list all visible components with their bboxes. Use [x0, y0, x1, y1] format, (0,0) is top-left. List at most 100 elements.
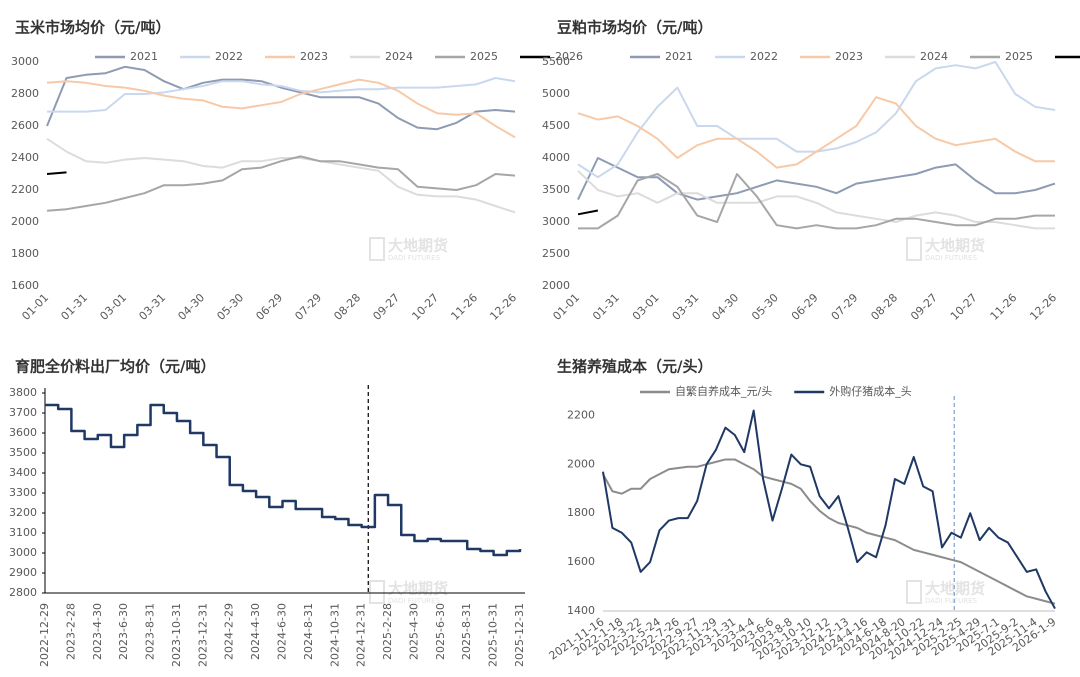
x-tick-label: 08-28 — [868, 291, 900, 323]
x-tick-label: 10-27 — [948, 291, 980, 323]
y-tick-label: 1600 — [11, 279, 39, 292]
x-tick-label: 2024-12-31 — [355, 603, 368, 667]
y-tick-label: 3100 — [9, 526, 37, 539]
x-tick-label: 05-30 — [749, 291, 781, 323]
y-tick-label: 1600 — [567, 555, 595, 568]
x-tick-label: 07-29 — [829, 291, 861, 323]
legend-label: 2023 — [300, 50, 328, 63]
series-line — [45, 403, 522, 557]
watermark-sub: DADI FUTURES — [925, 254, 978, 262]
x-tick-label: 01-31 — [590, 291, 622, 323]
chart-title: 豆粕市场均价（元/吨） — [557, 19, 712, 37]
y-tick-label: 5500 — [542, 55, 570, 68]
x-tick-label: 2023-4-30 — [91, 603, 104, 660]
y-tick-label: 3000 — [9, 546, 37, 559]
legend-label: 外购仔猪成本_头 — [829, 384, 912, 398]
legend-label: 2022 — [750, 50, 778, 63]
x-tick-label: 01-01 — [550, 291, 582, 323]
watermark-sub: DADI FUTURES — [388, 254, 441, 262]
series-line — [46, 155, 516, 212]
watermark: 大地期货 — [925, 237, 985, 255]
y-tick-label: 4000 — [542, 151, 570, 164]
y-tick-label: 3300 — [9, 486, 37, 499]
x-tick-label: 2025-8-31 — [460, 603, 473, 660]
y-tick-label: 4500 — [542, 119, 570, 132]
y-tick-label: 2600 — [11, 119, 39, 132]
y-tick-label: 3700 — [9, 406, 37, 419]
series-line — [602, 458, 1056, 605]
legend-label: 2024 — [920, 50, 948, 63]
y-tick-label: 3500 — [9, 446, 37, 459]
series-line — [577, 61, 1056, 179]
x-tick-label: 10-27 — [409, 291, 441, 323]
x-tick-label: 08-28 — [331, 291, 363, 323]
x-tick-label: 2025-6-30 — [434, 603, 447, 660]
x-tick-label: 2024-8-31 — [302, 603, 315, 660]
watermark: 大地期货 — [388, 580, 448, 598]
x-tick-label: 04-30 — [175, 291, 207, 323]
legend-label: 2024 — [385, 50, 413, 63]
x-tick-label: 06-29 — [789, 291, 821, 323]
y-tick-label: 1800 — [567, 506, 595, 519]
x-tick-label: 2023-12-31 — [196, 603, 209, 667]
x-tick-label: 2022-12-29 — [38, 603, 51, 667]
series-line — [46, 137, 516, 214]
legend-label: 2022 — [215, 50, 243, 63]
legend-label: 自繁自养成本_元/头 — [675, 384, 772, 398]
y-tick-label: 2000 — [542, 279, 570, 292]
y-tick-label: 2200 — [11, 183, 39, 196]
x-tick-label: 2024-10-31 — [328, 603, 341, 667]
y-tick-label: 3400 — [9, 466, 37, 479]
watermark: 大地期货 — [388, 237, 448, 255]
x-tick-label: 2025-12-31 — [513, 603, 526, 667]
x-tick-label: 2024-6-30 — [276, 603, 289, 660]
x-tick-label: 07-29 — [292, 291, 324, 323]
y-tick-label: 2500 — [542, 247, 570, 260]
x-tick-label: 06-29 — [253, 291, 285, 323]
x-tick-label: 01-01 — [19, 291, 51, 323]
series-line — [577, 209, 599, 216]
y-tick-label: 2200 — [567, 408, 595, 421]
y-tick-label: 3600 — [9, 426, 37, 439]
y-tick-label: 2900 — [9, 566, 37, 579]
x-tick-label: 01-31 — [58, 291, 90, 323]
watermark-logo — [369, 580, 385, 604]
watermark-sub: DADI FUTURES — [388, 597, 441, 605]
y-tick-label: 3000 — [11, 55, 39, 68]
x-tick-label: 2025-10-31 — [487, 603, 500, 667]
x-tick-label: 2024-2-29 — [223, 603, 236, 660]
x-tick-label: 2024-4-30 — [249, 603, 262, 660]
x-tick-label: 09-27 — [908, 291, 940, 323]
y-tick-label: 3800 — [9, 386, 37, 399]
y-tick-label: 2400 — [11, 151, 39, 164]
y-tick-label: 3500 — [542, 183, 570, 196]
y-tick-label: 2000 — [11, 215, 39, 228]
series-line — [577, 170, 1055, 230]
legend-label: 2025 — [470, 50, 498, 63]
series-line — [577, 96, 1055, 169]
series-line — [577, 157, 1056, 201]
chart-title: 育肥全价料出厂均价（元/吨） — [15, 358, 215, 376]
x-tick-label: 03-31 — [670, 291, 702, 323]
watermark-logo — [906, 580, 922, 604]
x-tick-label: 03-01 — [630, 291, 662, 323]
x-tick-label: 03-01 — [97, 291, 129, 323]
x-tick-label: 11-26 — [988, 291, 1020, 323]
watermark-sub: DADI FUTURES — [925, 597, 978, 605]
x-tick-label: 12-26 — [1027, 291, 1059, 323]
legend-label: 2021 — [130, 50, 158, 63]
watermark: 大地期货 — [925, 580, 985, 598]
watermark-logo — [906, 237, 922, 261]
x-tick-label: 03-31 — [136, 291, 168, 323]
legend-label: 2025 — [1005, 50, 1033, 63]
legend-label: 2026 — [555, 50, 583, 63]
y-tick-label: 1400 — [567, 604, 595, 617]
y-tick-label: 3200 — [9, 506, 37, 519]
x-tick-label: 2025-4-30 — [407, 603, 420, 660]
y-tick-label: 2800 — [9, 586, 37, 599]
series-line — [47, 77, 516, 113]
y-tick-label: 2000 — [567, 457, 595, 470]
